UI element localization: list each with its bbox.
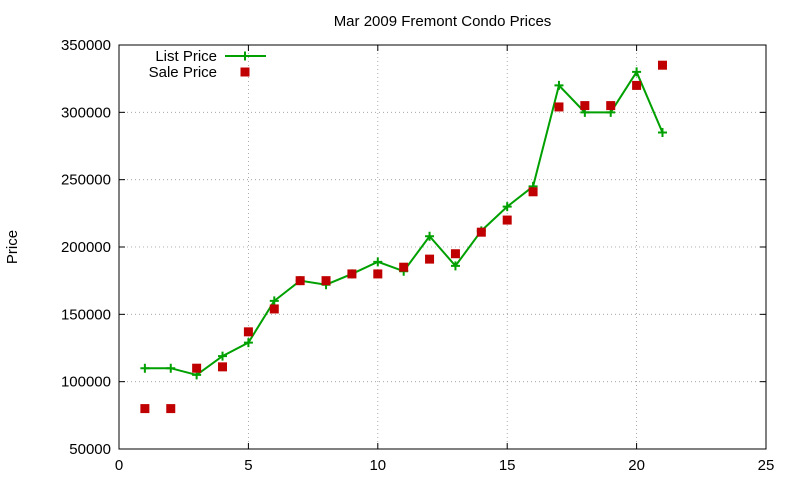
x-tick-label: 0: [115, 457, 123, 474]
list-price-point: [243, 338, 253, 348]
axis-ticks: 0 5 10 15 20 25 50000 100000 150000 200000 250000 3…: [61, 37, 774, 474]
y-tick-label: 350000: [61, 37, 111, 54]
y-tick-label: 100000: [61, 374, 111, 391]
sale-price-point: [140, 404, 150, 414]
series-layer: [140, 60, 667, 414]
list-price-point: [140, 363, 150, 373]
list-price-point: [373, 257, 383, 267]
sale-price-point: [502, 215, 512, 225]
sale-price-point: [218, 362, 228, 372]
y-tick-label: 50000: [69, 441, 111, 458]
sale-price-point: [657, 60, 667, 70]
sale-price-point: [554, 102, 564, 112]
sale-price-point: [269, 304, 279, 314]
list-price-point: [657, 128, 667, 138]
chart-title: Mar 2009 Fremont Condo Prices: [334, 13, 552, 30]
sale-price-point: [580, 101, 590, 111]
legend-label-sale-price: Sale Price: [149, 64, 217, 81]
x-tick-label: 25: [758, 457, 775, 474]
x-tick-label: 20: [628, 457, 645, 474]
sale-price-point: [243, 327, 253, 337]
y-tick-label: 300000: [61, 104, 111, 121]
x-tick-label: 5: [244, 457, 252, 474]
sale-price-point: [399, 262, 409, 272]
list-price-series: [140, 67, 667, 380]
legend-marker-sale-price: [240, 67, 250, 77]
legend-marker-list-price: [240, 51, 250, 61]
sale-price-point: [476, 227, 486, 237]
list-price-point: [218, 351, 228, 361]
y-tick-label: 250000: [61, 172, 111, 189]
sale-price-series: [140, 60, 667, 414]
sale-price-point: [450, 249, 460, 259]
y-axis-label: Price: [4, 230, 21, 264]
list-price-line: [144, 69, 664, 377]
list-price-point: [632, 67, 642, 77]
sale-price-point: [606, 101, 616, 111]
x-tick-label: 15: [499, 457, 516, 474]
sale-price-point: [347, 269, 357, 279]
plot-frame: [118, 44, 767, 450]
list-price-point: [450, 261, 460, 271]
grid-lines: [119, 45, 766, 449]
list-price-point: [554, 80, 564, 90]
x-tick-label: 10: [369, 457, 386, 474]
list-price-point: [269, 296, 279, 306]
sale-price-point: [373, 269, 383, 279]
list-price-point: [425, 231, 435, 241]
sale-price-point: [166, 404, 176, 414]
y-tick-label: 150000: [61, 306, 111, 323]
legend-label-list-price: List Price: [155, 48, 217, 65]
sale-price-point: [425, 254, 435, 264]
sale-price-point: [295, 276, 305, 286]
sale-price-point: [632, 80, 642, 90]
sale-price-point: [321, 276, 331, 286]
list-price-point: [166, 363, 176, 373]
y-tick-label: 200000: [61, 239, 111, 256]
list-price-point: [502, 202, 512, 212]
sale-price-point: [528, 187, 538, 197]
sale-price-point: [192, 363, 202, 373]
